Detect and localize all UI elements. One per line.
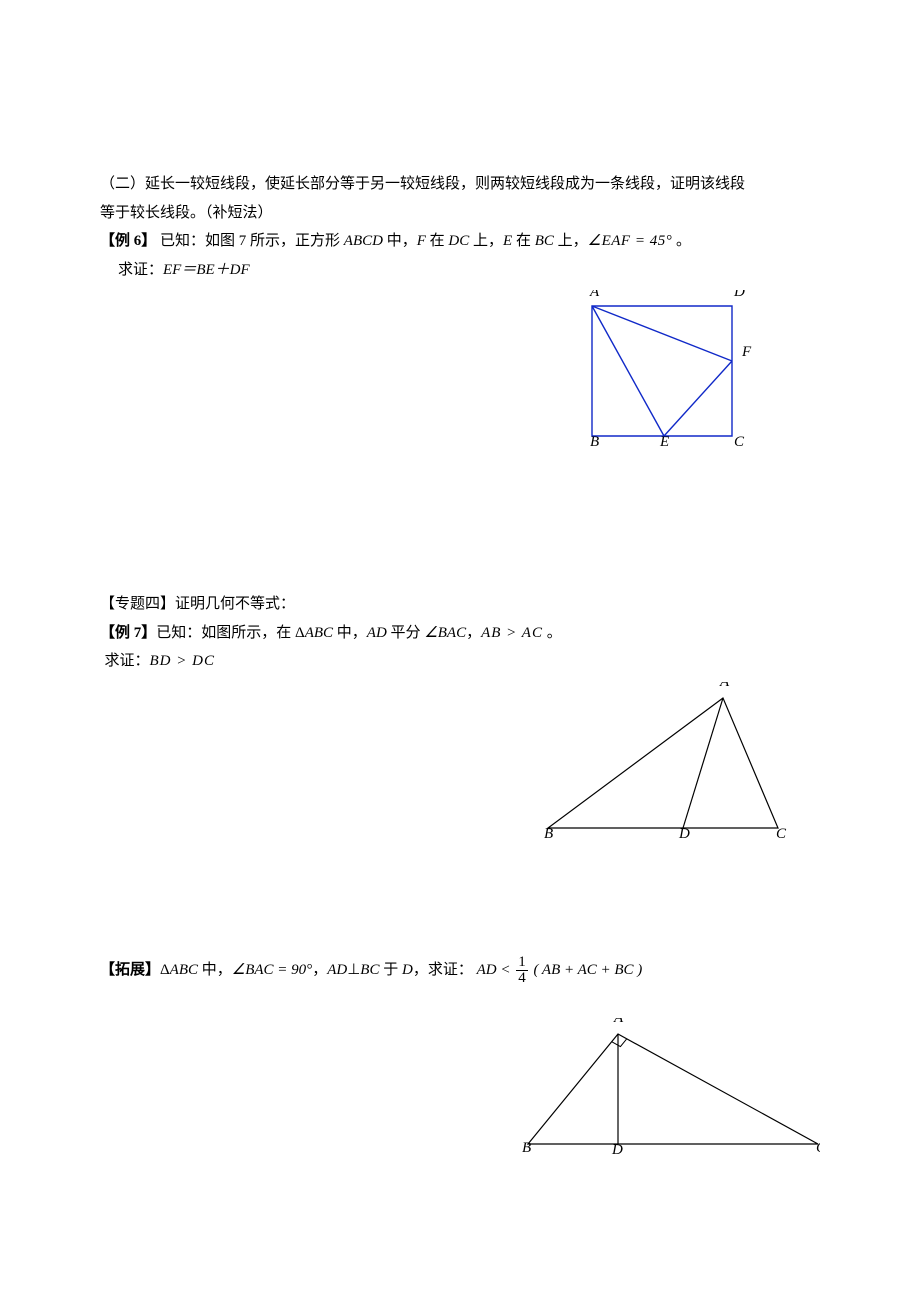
figure-right-triangle-altitude: A B C D bbox=[520, 1018, 820, 1168]
svg-text:F: F bbox=[741, 344, 752, 360]
svg-text:A: A bbox=[589, 290, 600, 300]
example-6-label: 【例 6】 bbox=[100, 233, 156, 249]
svg-text:A: A bbox=[719, 682, 730, 690]
sec2-intro-line1: （二）延长一较短线段，使延长部分等于另一较短线段，则两较短线段成为一条线段，证明… bbox=[100, 170, 820, 199]
sec2-intro-line2: 等于较长线段。（补短法） bbox=[100, 199, 820, 228]
example-6-request: 求证：EF＝BE＋DF bbox=[100, 256, 820, 285]
extension-label: 【拓展】 bbox=[100, 962, 160, 978]
svg-text:C: C bbox=[776, 826, 787, 842]
figure-2-svg: A B C D bbox=[540, 682, 790, 842]
fraction-one-quarter: 14 bbox=[516, 955, 528, 986]
svg-text:C: C bbox=[734, 434, 745, 450]
svg-text:B: B bbox=[522, 1140, 531, 1156]
svg-text:D: D bbox=[678, 826, 690, 842]
figure-square-abcd: A B C D E F bbox=[580, 290, 760, 450]
topic-4-title: 【专题四】证明几何不等式： bbox=[100, 590, 820, 619]
example-7-request: 求证：BD > DC bbox=[100, 647, 820, 676]
example-6-statement: 【例 6】 已知：如图 7 所示，正方形 ABCD 中，F 在 DC 上，E 在… bbox=[100, 227, 820, 256]
svg-text:C: C bbox=[816, 1140, 820, 1156]
example-7-statement: 【例 7】已知：如图所示，在 ΔABC 中，AD 平分 ∠BAC，AB > AC… bbox=[100, 619, 820, 648]
svg-text:D: D bbox=[733, 290, 745, 300]
svg-text:A: A bbox=[613, 1018, 624, 1026]
svg-text:D: D bbox=[611, 1142, 623, 1158]
figure-3-svg: A B C D bbox=[520, 1018, 820, 1168]
svg-text:B: B bbox=[544, 826, 553, 842]
example-7-label: 【例 7】 bbox=[100, 625, 156, 641]
figure-1-svg: A B C D E F bbox=[580, 290, 760, 450]
svg-text:E: E bbox=[659, 434, 669, 450]
extension-statement: 【拓展】ΔABC 中，∠BAC = 90°，AD⊥BC 于 D，求证： AD <… bbox=[100, 952, 820, 988]
svg-text:B: B bbox=[590, 434, 599, 450]
figure-triangle-ad-bisector: A B C D bbox=[540, 682, 790, 842]
